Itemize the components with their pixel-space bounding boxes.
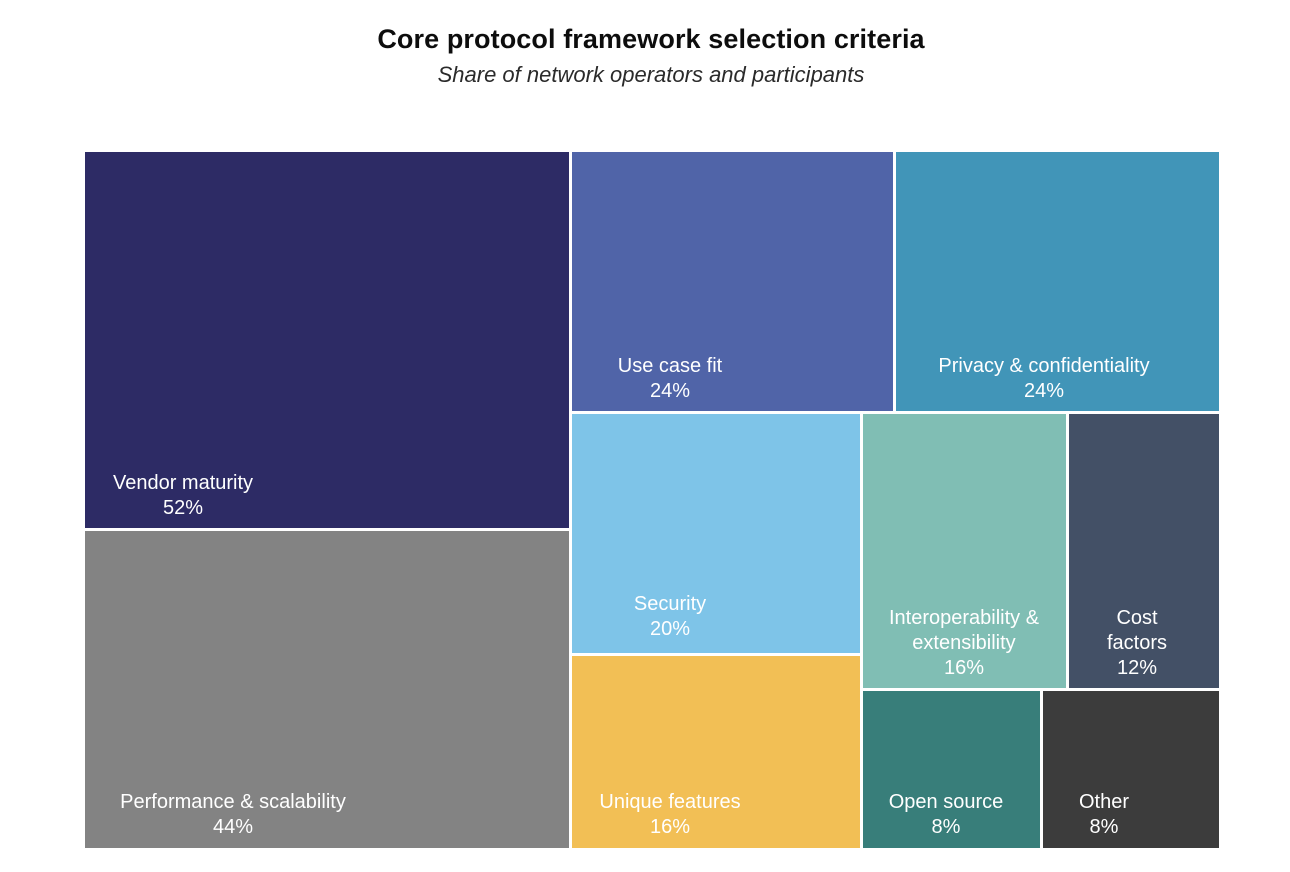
tile-name-open-source-line-1: Open source <box>888 791 1004 813</box>
treemap-label-other: Other 8% <box>1079 790 1129 840</box>
treemap-label-cost-factors: Cost factors 12% <box>1107 606 1167 681</box>
tile-name-performance-scalability-line-1: Performance & scalability <box>120 791 346 813</box>
treemap-label-privacy-confidentiality: Privacy & confidentiality 24% <box>938 354 1149 404</box>
treemap-label-open-source: Open source 8% <box>889 790 1004 840</box>
tile-name-vendor-maturity-line-1: Vendor maturity <box>112 472 254 494</box>
treemap-tile-privacy-confidentiality <box>896 152 1219 411</box>
tile-value-interoperability-extensibility: 16% <box>943 657 985 679</box>
treemap-tile-interoperability-extensibility <box>863 414 1066 688</box>
tile-value-unique-features: 16% <box>649 816 691 838</box>
tile-name-unique-features-line-1: Unique features <box>599 791 741 813</box>
tile-name-cost-factors-line-1: Cost <box>1116 607 1158 629</box>
treemap-tile-vendor-maturity <box>85 152 569 528</box>
tile-name-interoperability-extensibility-line-2: extensibility <box>912 632 1016 654</box>
tile-value-performance-scalability: 44% <box>212 816 254 838</box>
treemap-tile-security <box>572 414 860 653</box>
tile-value-use-case-fit: 24% <box>649 380 691 402</box>
tile-value-privacy-confidentiality: 24% <box>1023 380 1065 402</box>
tile-name-security-line-1: Security <box>633 593 707 615</box>
treemap-label-use-case-fit: Use case fit 24% <box>618 354 722 404</box>
tile-name-other-line-1: Other <box>1078 791 1130 813</box>
treemap-tile-use-case-fit <box>572 152 893 411</box>
tile-value-vendor-maturity: 52% <box>162 497 204 519</box>
treemap-tile-open-source <box>863 691 1040 848</box>
treemap-label-unique-features: Unique features 16% <box>599 790 740 840</box>
treemap-label-vendor-maturity: Vendor maturity 52% <box>113 471 253 521</box>
treemap-tile-other <box>1043 691 1219 848</box>
treemap-label-interoperability-extensibility: Interoperability & extensibility 16% <box>889 606 1039 681</box>
tile-name-use-case-fit-line-1: Use case fit <box>617 355 723 377</box>
chart-title: Core protocol framework selection criter… <box>377 24 925 54</box>
tile-value-security: 20% <box>649 618 691 640</box>
treemap-label-security: Security 20% <box>634 592 706 642</box>
tile-value-cost-factors: 12% <box>1116 657 1158 679</box>
tile-name-cost-factors-line-2: factors <box>1106 632 1168 654</box>
tile-value-other: 8% <box>1089 816 1119 838</box>
tile-value-open-source: 8% <box>931 816 961 838</box>
treemap-tile-unique-features <box>572 656 860 848</box>
treemap-label-performance-scalability: Performance & scalability 44% <box>120 790 346 840</box>
treemap-tile-cost-factors <box>1069 414 1219 688</box>
tile-name-privacy-confidentiality-line-1: Privacy & confidentiality <box>938 355 1150 377</box>
tile-name-interoperability-extensibility-line-1: Interoperability & <box>888 607 1040 629</box>
chart-subtitle: Share of network operators and participa… <box>437 62 865 87</box>
treemap-tile-performance-scalability <box>85 531 569 848</box>
